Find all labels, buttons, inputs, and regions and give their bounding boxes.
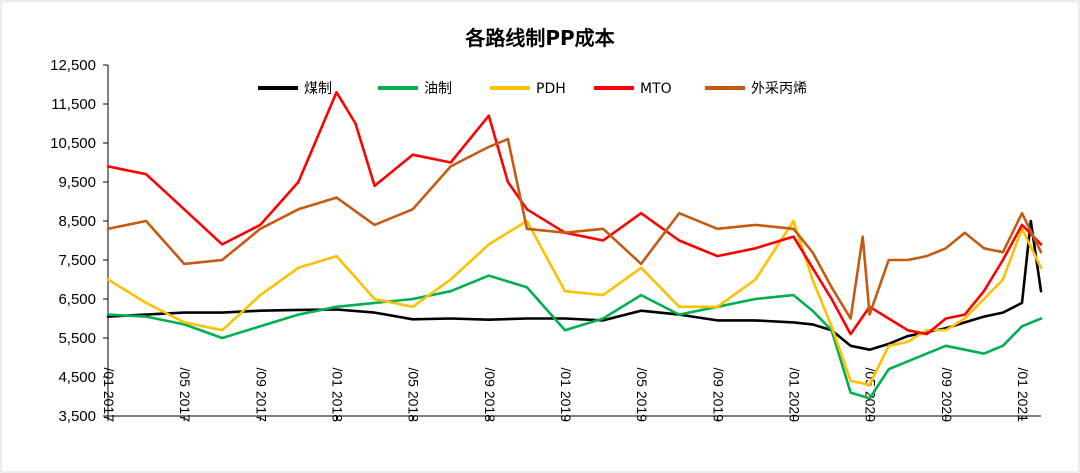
y-tick-label: 5,500 bbox=[58, 330, 96, 347]
x-tick-label: /01 2018 bbox=[329, 368, 345, 423]
x-tick-label: /01 2021 bbox=[1015, 367, 1031, 422]
y-tick-label: 11,500 bbox=[51, 96, 96, 113]
x-tick-label: /09 2018 bbox=[482, 368, 498, 423]
y-tick-label: 3,500 bbox=[58, 408, 96, 425]
x-tick-label: /01 2019 bbox=[558, 368, 574, 423]
x-tick-label: /01 2020 bbox=[786, 368, 802, 423]
series-line bbox=[106, 219, 1043, 352]
legend-label: 煤制 bbox=[304, 81, 332, 97]
x-tick-label: /05 2017 bbox=[177, 368, 193, 423]
y-tick-label: 7,500 bbox=[58, 252, 96, 269]
y-tick-label: 6,500 bbox=[58, 291, 96, 308]
y-axis: 12,500 11,500 10,500 9,500 8,500 7,500 6,500 5,… bbox=[50, 57, 109, 425]
y-tick-label: 4,500 bbox=[58, 369, 96, 386]
y-tick-label: 12,500 bbox=[50, 57, 96, 74]
x-tick-label: /09 2019 bbox=[710, 368, 726, 423]
x-tick-label: /09 2020 bbox=[939, 368, 955, 423]
x-tick-label: /01 2017 bbox=[101, 368, 117, 423]
chart-title: 各路线制PP成本 bbox=[464, 26, 614, 50]
x-axis: /01 2017/05 2017/09 2017/01 2018/05 2018… bbox=[101, 367, 1041, 422]
legend-label: 外采丙烯 bbox=[751, 81, 807, 97]
legend-label: 油制 bbox=[424, 81, 452, 97]
legend-label: PDH bbox=[536, 81, 566, 97]
x-tick-label: /09 2017 bbox=[253, 368, 269, 423]
legend-label: MTO bbox=[640, 81, 672, 97]
x-tick-label: /05 2018 bbox=[406, 368, 422, 423]
y-tick-label: 9,500 bbox=[58, 174, 96, 191]
y-tick-label: 10,500 bbox=[50, 135, 96, 152]
series-line bbox=[106, 91, 1043, 336]
series-line bbox=[106, 219, 1043, 387]
series-line bbox=[106, 137, 1043, 320]
series-layer bbox=[106, 91, 1043, 400]
x-tick-label: /05 2019 bbox=[634, 368, 650, 423]
series-line bbox=[106, 274, 1043, 400]
legend: 煤制 油制 PDH MTO 外采丙烯 bbox=[258, 81, 807, 97]
y-tick-label: 8,500 bbox=[58, 213, 96, 230]
